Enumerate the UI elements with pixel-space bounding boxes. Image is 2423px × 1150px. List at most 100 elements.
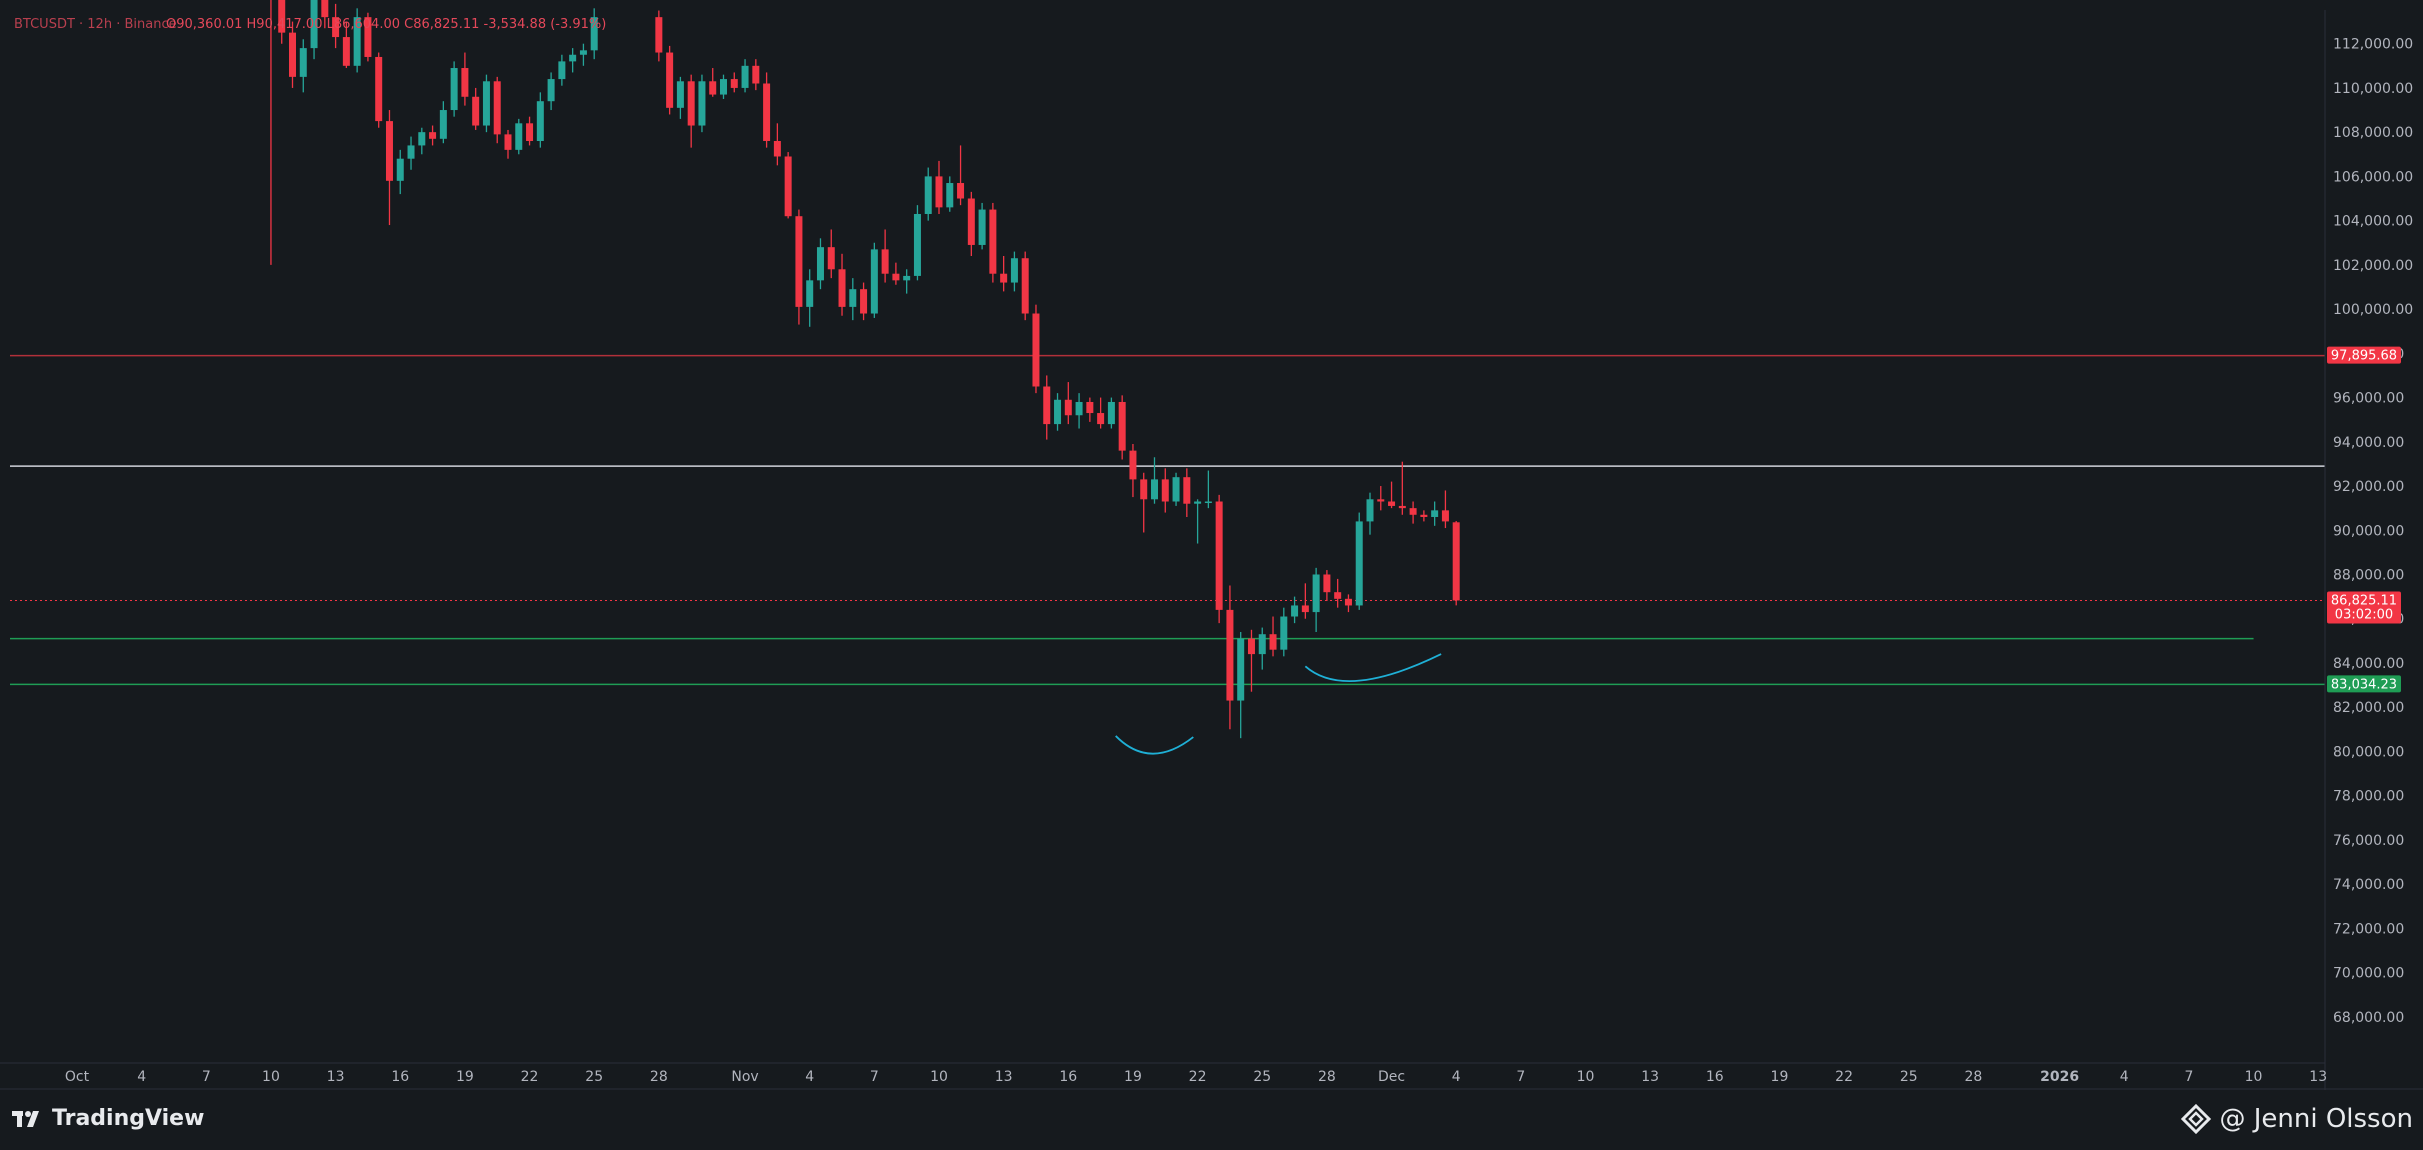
candle — [1000, 256, 1008, 292]
candle-body — [1280, 616, 1288, 650]
price-label-bg — [2327, 346, 2401, 364]
x-tick-label: 4 — [137, 1069, 146, 1085]
x-tick-label: 19 — [456, 1069, 474, 1085]
diamond-logo-icon — [2181, 1104, 2212, 1134]
x-tick-label: 22 — [1835, 1069, 1853, 1085]
candle-body — [989, 209, 997, 274]
x-tick-label: 16 — [391, 1069, 409, 1085]
y-tick-label: 68,000.00 — [2333, 1010, 2404, 1026]
candle — [1323, 570, 1331, 602]
candle-body — [569, 54, 577, 62]
annotation-bottom-curve-2[interactable] — [1304, 653, 1442, 682]
candle — [1107, 397, 1115, 429]
price-axis[interactable]: 112,000.00 110,000.00 108,000.00 106,000.00… — [2333, 37, 2413, 1026]
candle — [1398, 461, 1406, 515]
candle-body — [720, 79, 727, 95]
y-tick-label: 90,000.00 — [2333, 523, 2404, 539]
candle — [353, 8, 361, 73]
candle-body — [698, 81, 706, 126]
candle-body — [676, 81, 684, 108]
x-tick-label: 7 — [2184, 1069, 2193, 1085]
candle-body — [1226, 609, 1234, 701]
x-tick-label: 10 — [262, 1069, 280, 1085]
x-tick-label: 16 — [1059, 1069, 1077, 1085]
candle — [342, 21, 350, 69]
candle — [1129, 444, 1137, 498]
candle-body — [504, 134, 512, 150]
tradingview-logo-icon — [12, 1110, 39, 1127]
candle — [1409, 501, 1417, 524]
candle — [1258, 627, 1266, 670]
candle-body — [666, 52, 674, 108]
candle — [1194, 499, 1202, 544]
candle-body — [806, 280, 814, 307]
y-tick-label: 70,000.00 — [2333, 966, 2404, 982]
candle-body — [1431, 510, 1439, 517]
candle — [461, 52, 469, 106]
y-tick-label: 82,000.00 — [2333, 700, 2404, 716]
candle — [849, 278, 857, 321]
tradingview-branding[interactable]: TradingView — [12, 1106, 204, 1131]
candle-body — [870, 249, 878, 314]
candle — [450, 61, 458, 117]
brand-name: TradingView — [52, 1106, 205, 1131]
candle — [892, 262, 900, 285]
candle-body — [1129, 450, 1137, 480]
price-label-countdown: 03:02:00 — [2335, 607, 2393, 622]
y-tick-label: 76,000.00 — [2333, 833, 2404, 849]
drawings — [1115, 653, 1442, 755]
candle-body — [364, 17, 372, 57]
candle — [795, 209, 803, 325]
x-tick-label: 13 — [1641, 1069, 1659, 1085]
time-axis[interactable]: Oct 4 7 10 13 16 19 22 25 28 Nov 4 7 10 13 16 19 22 25 28 De… — [65, 1069, 2327, 1085]
y-tick-label: 94,000.00 — [2333, 435, 2404, 451]
candle — [1280, 607, 1288, 657]
candle-body — [849, 289, 857, 307]
candle-body — [1000, 273, 1008, 283]
price-levels — [10, 354, 2325, 686]
candle-body — [1247, 638, 1255, 655]
candle — [1097, 397, 1105, 429]
candle — [957, 145, 965, 206]
y-tick-label: 102,000.00 — [2333, 258, 2413, 274]
candle-body — [860, 289, 868, 314]
axes — [0, 10, 2423, 1090]
price-label-value: 97,895.68 — [2331, 349, 2397, 364]
candle-body — [978, 209, 986, 245]
candle — [1075, 393, 1083, 429]
y-tick-label: 100,000.00 — [2333, 302, 2413, 318]
candle-body — [730, 79, 738, 88]
candle — [1291, 596, 1299, 624]
candle — [903, 269, 911, 294]
candle — [1269, 616, 1277, 657]
candle — [946, 176, 954, 212]
x-tick-label: 10 — [1577, 1069, 1595, 1085]
candle-body — [1054, 399, 1062, 425]
y-tick-label: 84,000.00 — [2333, 656, 2404, 672]
candle — [989, 202, 997, 283]
x-tick-label: Nov — [731, 1069, 758, 1085]
candle — [1377, 486, 1385, 511]
candle — [504, 129, 512, 159]
plot-background — [0, 0, 2423, 1090]
candle-body — [450, 68, 458, 111]
candle-body — [1204, 501, 1212, 504]
x-tick-label: 10 — [930, 1069, 948, 1085]
price-label-value: 86,825.11 — [2331, 593, 2397, 608]
candle — [967, 191, 975, 257]
price-label-bg — [2327, 591, 2401, 624]
candle — [1204, 470, 1212, 509]
x-tick-label: 4 — [2120, 1069, 2129, 1085]
candle-body — [957, 183, 965, 199]
candle — [752, 59, 760, 91]
candle-body — [558, 61, 566, 80]
candle — [1118, 395, 1126, 460]
candle-body — [752, 65, 760, 84]
candle-body — [472, 96, 480, 126]
candle-body — [385, 121, 393, 181]
annotation-bottom-curve-1[interactable] — [1115, 735, 1194, 755]
candle — [1366, 492, 1374, 535]
candle — [1010, 251, 1018, 292]
